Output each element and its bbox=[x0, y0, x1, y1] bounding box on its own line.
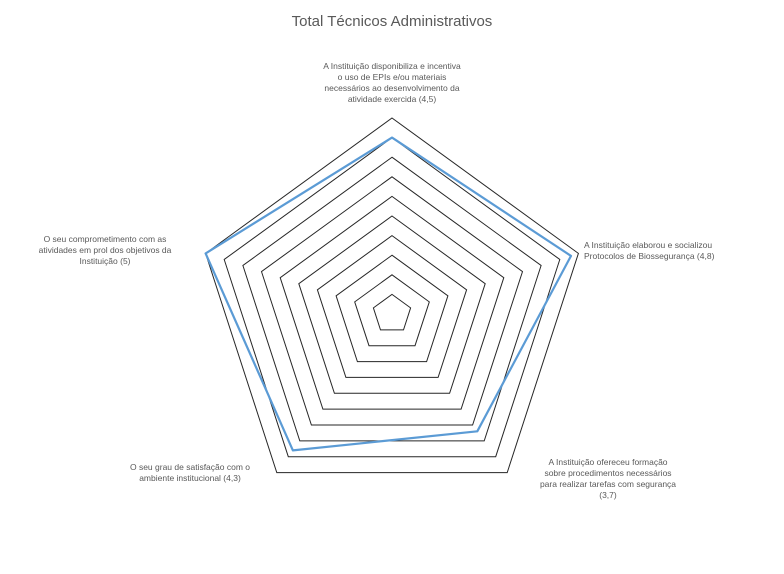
axis-label: A Instituição ofereceu formação sobre pro… bbox=[540, 457, 676, 500]
axis-label: A Instituição elaborou e socializou Proto… bbox=[584, 240, 715, 261]
axis-label-line: Protocolos de Biossegurança (4,8) bbox=[584, 251, 715, 261]
data-point bbox=[570, 255, 572, 257]
axis-label-line: (3,7) bbox=[599, 490, 617, 500]
axis-label-line: atividade exercida (4,5) bbox=[348, 94, 437, 104]
grid-ring bbox=[205, 117, 579, 474]
data-point bbox=[476, 430, 479, 433]
axis-label-line: para realizar tarefas com segurança bbox=[540, 479, 676, 489]
radar-grid bbox=[205, 117, 579, 474]
chart-title: Total Técnicos Administrativos bbox=[292, 13, 493, 30]
axis-label-line: O seu grau de satisfação com o bbox=[130, 462, 250, 472]
series-line bbox=[204, 136, 573, 452]
data-point bbox=[292, 449, 294, 452]
axis-labels: A Instituição disponibiliza e incentiva o… bbox=[39, 61, 715, 500]
axis-label: O seu comprometimento com as atividades e… bbox=[39, 234, 172, 266]
grid-ring bbox=[298, 215, 486, 394]
axis-label-line: ambiente institucional (4,3) bbox=[139, 473, 241, 483]
grid-ring bbox=[372, 293, 412, 331]
axis-label-line: O seu comprometimento com as bbox=[44, 234, 167, 244]
grid-ring bbox=[260, 176, 524, 426]
axis-label-line: A Instituição disponibiliza e incentiva bbox=[323, 61, 461, 71]
axis-label-line: Instituição (5) bbox=[79, 256, 130, 266]
axis-label: O seu grau de satisfação com o ambiente i… bbox=[130, 462, 250, 483]
grid-ring bbox=[279, 195, 505, 410]
axis-label-line: necessários ao desenvolvimento da bbox=[324, 83, 459, 93]
axis-label-line: o uso de EPIs e/ou materiais bbox=[338, 72, 447, 82]
axis-label-line: A Instituição ofereceu formação bbox=[548, 457, 667, 467]
grid-ring bbox=[335, 254, 449, 363]
grid-ring bbox=[354, 274, 430, 347]
axis-label-line: atividades em prol dos objetivos da bbox=[39, 245, 172, 255]
grid-ring bbox=[223, 136, 561, 458]
series-layer bbox=[204, 136, 573, 452]
axis-label-line: A Instituição elaborou e socializou bbox=[584, 240, 712, 250]
axis-label-line: sobre procedimentos necessários bbox=[544, 468, 671, 478]
data-point bbox=[391, 136, 393, 139]
data-point bbox=[204, 252, 207, 255]
axis-label: A Instituição disponibiliza e incentiva o… bbox=[323, 61, 461, 104]
grid-ring bbox=[316, 234, 468, 378]
